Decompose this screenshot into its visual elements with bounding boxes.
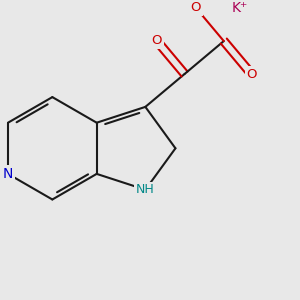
Text: O: O bbox=[190, 1, 201, 14]
Text: K⁺: K⁺ bbox=[231, 1, 248, 15]
Text: O: O bbox=[152, 34, 162, 47]
Text: N: N bbox=[3, 167, 13, 181]
Text: O: O bbox=[247, 68, 257, 81]
Text: NH: NH bbox=[136, 183, 155, 196]
